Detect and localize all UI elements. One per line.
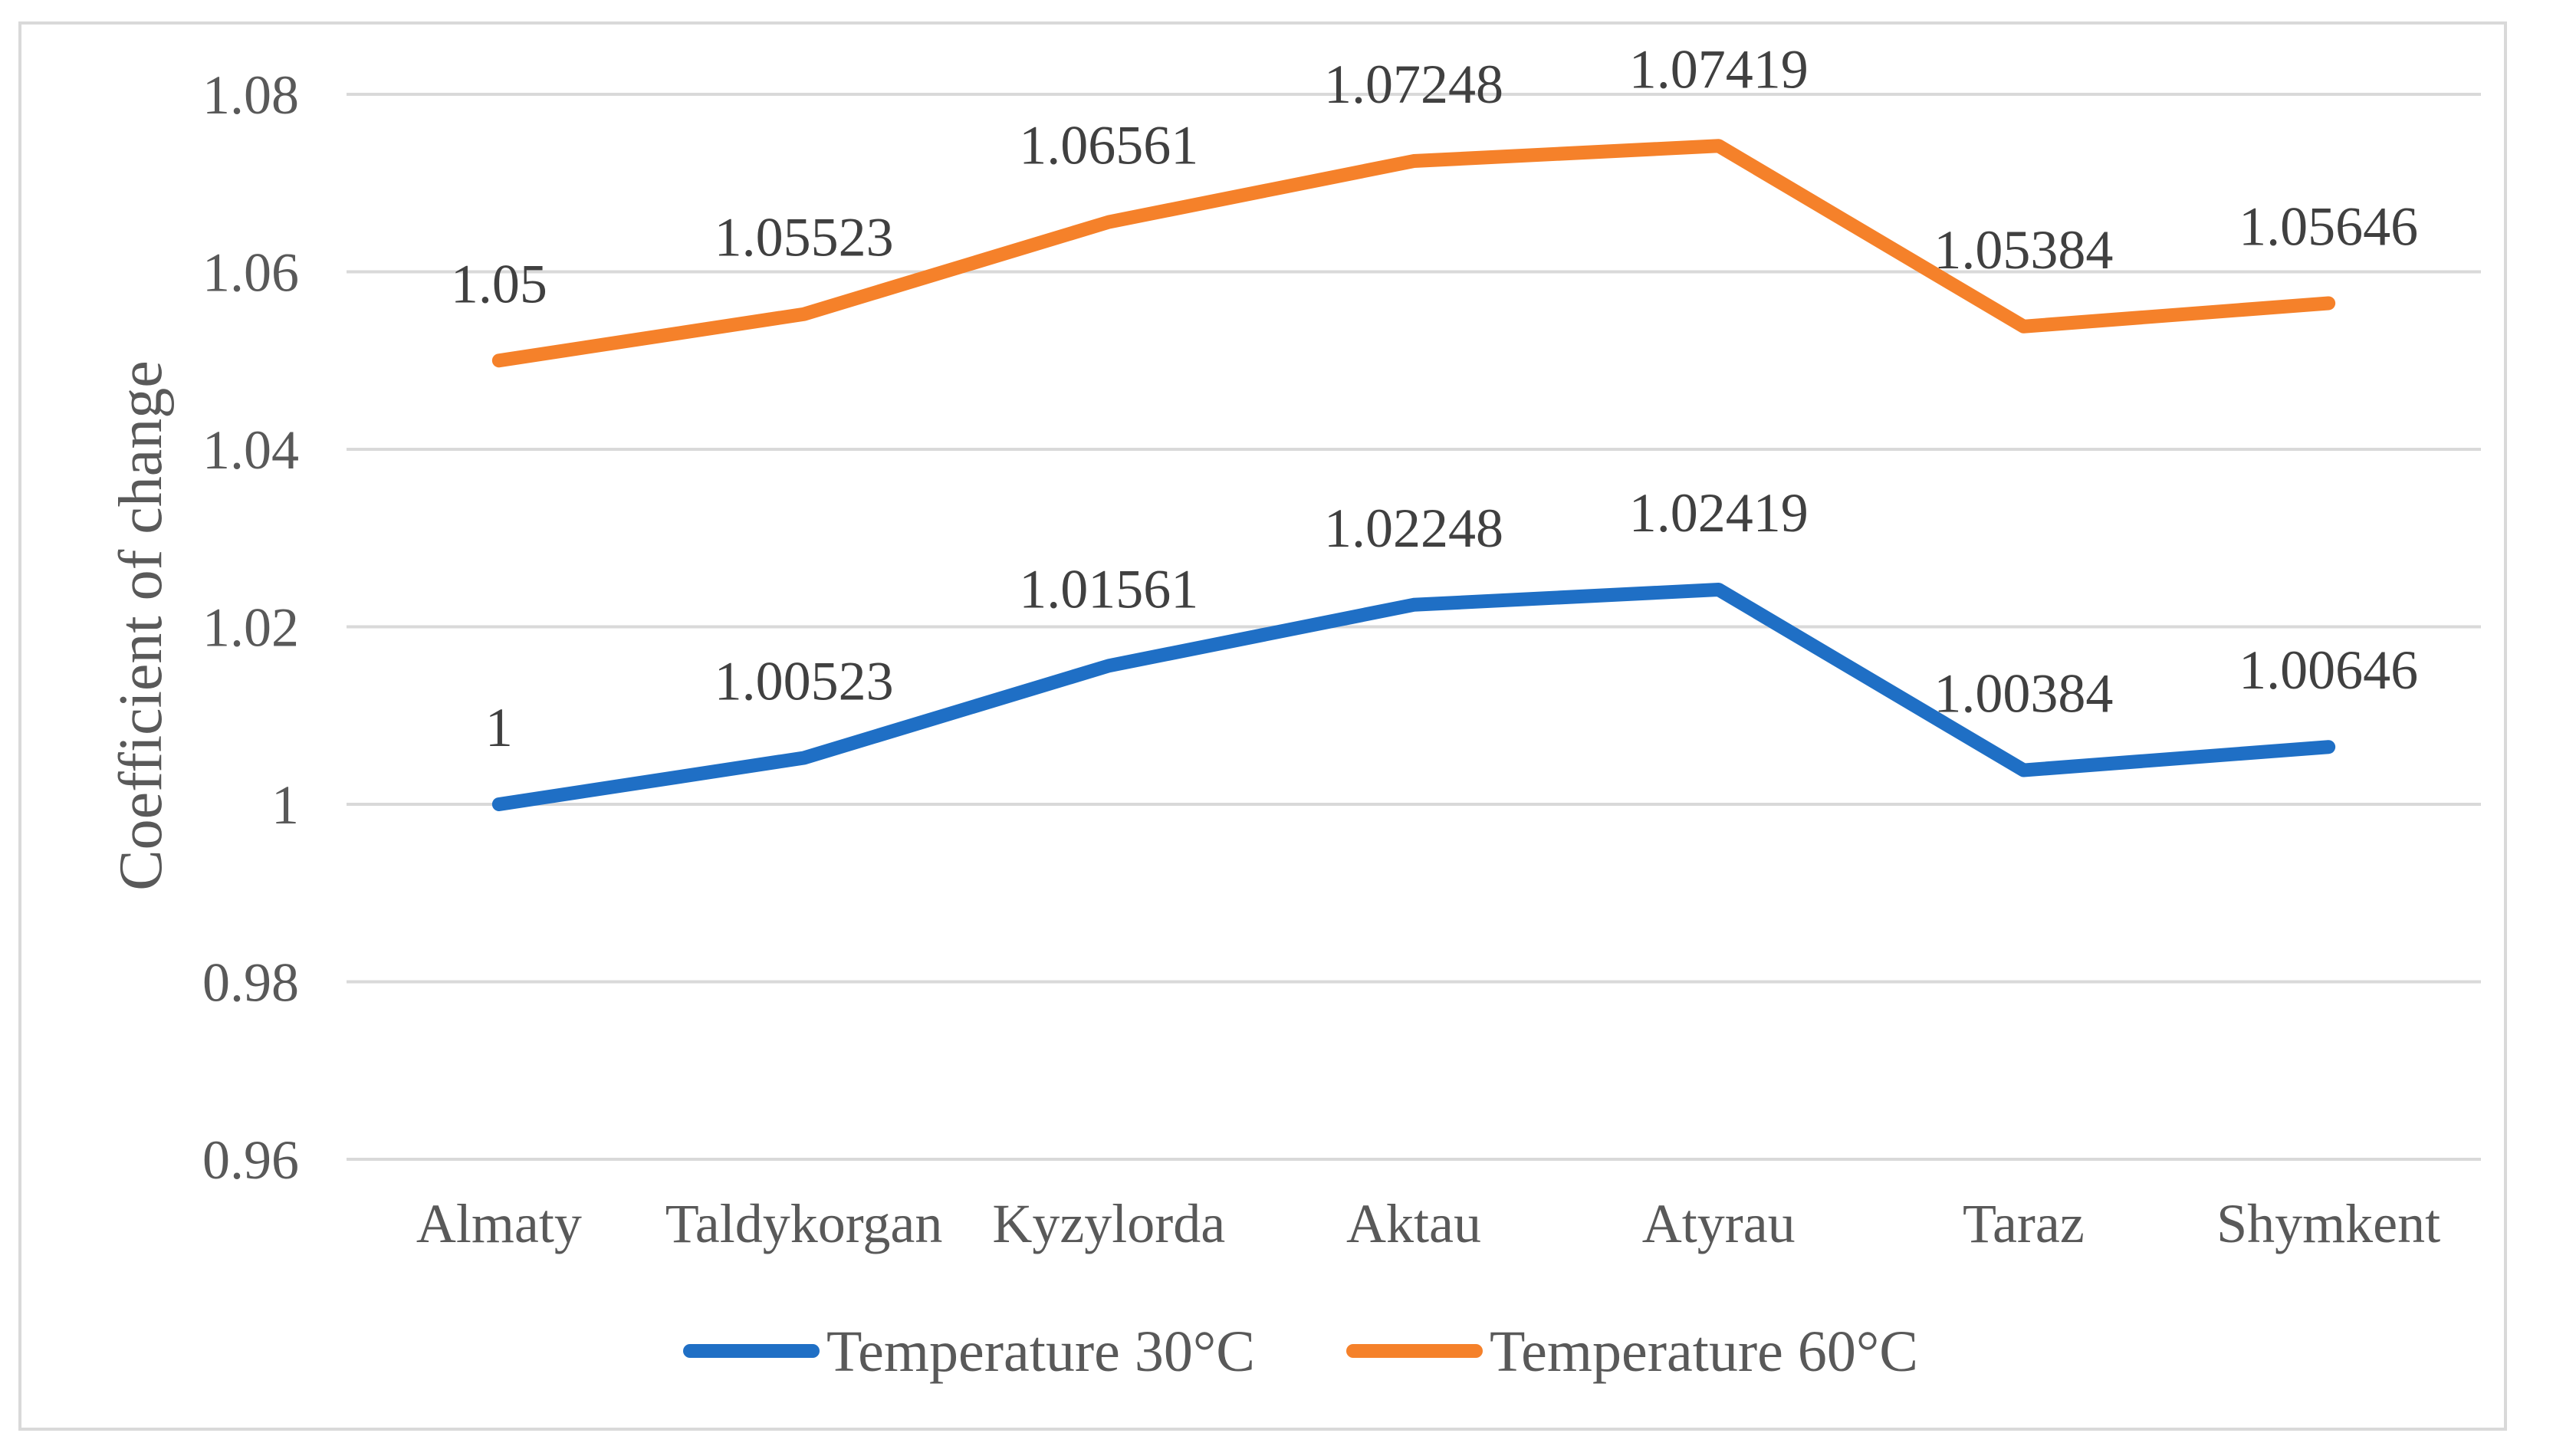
data-label: 1.07248 xyxy=(1324,54,1503,115)
data-label: 1.06561 xyxy=(1019,115,1198,176)
data-label: 1.05 xyxy=(451,253,547,314)
data-label: 1.00384 xyxy=(1934,663,2113,725)
data-label: 1.00523 xyxy=(715,650,894,712)
x-tick-label: Shymkent xyxy=(2216,1193,2440,1254)
x-tick-label: Aktau xyxy=(1346,1193,1481,1254)
series-lines xyxy=(491,139,2336,811)
data-label: 1.00646 xyxy=(2239,639,2418,701)
x-axis-ticks: Almaty Taldykorgan Kyzylorda Aktau Atyrau Tar… xyxy=(416,1193,2440,1254)
data-label: 1.02248 xyxy=(1324,498,1503,559)
y-tick-label: 0.96 xyxy=(202,1129,299,1191)
data-label: 1.01561 xyxy=(1019,558,1198,620)
y-tick-label: 1.08 xyxy=(202,64,299,126)
y-tick-label: 1.06 xyxy=(202,242,299,304)
data-label: 1.07419 xyxy=(1629,38,1809,100)
series-line-temp-30 xyxy=(491,583,2336,811)
y-axis-ticks: 0.96 0.98 1 1.02 1.04 1.06 1.08 xyxy=(202,64,299,1191)
x-tick-label: Taraz xyxy=(1963,1193,2085,1254)
legend: Temperature 30°C Temperature 60°C xyxy=(683,1320,1918,1384)
data-label: 1.05523 xyxy=(715,207,894,268)
data-label: 1.05646 xyxy=(2239,196,2418,257)
y-tick-label: 1.04 xyxy=(202,419,299,481)
y-tick-label: 1 xyxy=(271,774,299,836)
data-label: 1 xyxy=(485,697,513,758)
y-tick-label: 0.98 xyxy=(202,952,299,1014)
x-tick-label: Atyrau xyxy=(1642,1193,1796,1254)
data-label: 1.05384 xyxy=(1934,219,2113,281)
y-tick-label: 1.02 xyxy=(202,597,299,659)
data-label: 1.02419 xyxy=(1629,482,1809,544)
x-tick-label: Almaty xyxy=(416,1193,582,1254)
legend-label: Temperature 30°C xyxy=(826,1320,1255,1384)
series-line-temp-60 xyxy=(491,139,2336,368)
y-axis-title: Coefficient of change xyxy=(107,360,175,891)
data-labels: 1 1.00523 1.01561 1.02248 1.02419 1.00384 1.00… xyxy=(451,38,2418,758)
chart-frame xyxy=(18,21,2507,1431)
legend-label: Temperature 60°C xyxy=(1490,1320,1918,1384)
x-tick-label: Kyzylorda xyxy=(992,1193,1225,1254)
x-tick-label: Taldykorgan xyxy=(665,1193,943,1254)
gridlines xyxy=(347,93,2481,1161)
